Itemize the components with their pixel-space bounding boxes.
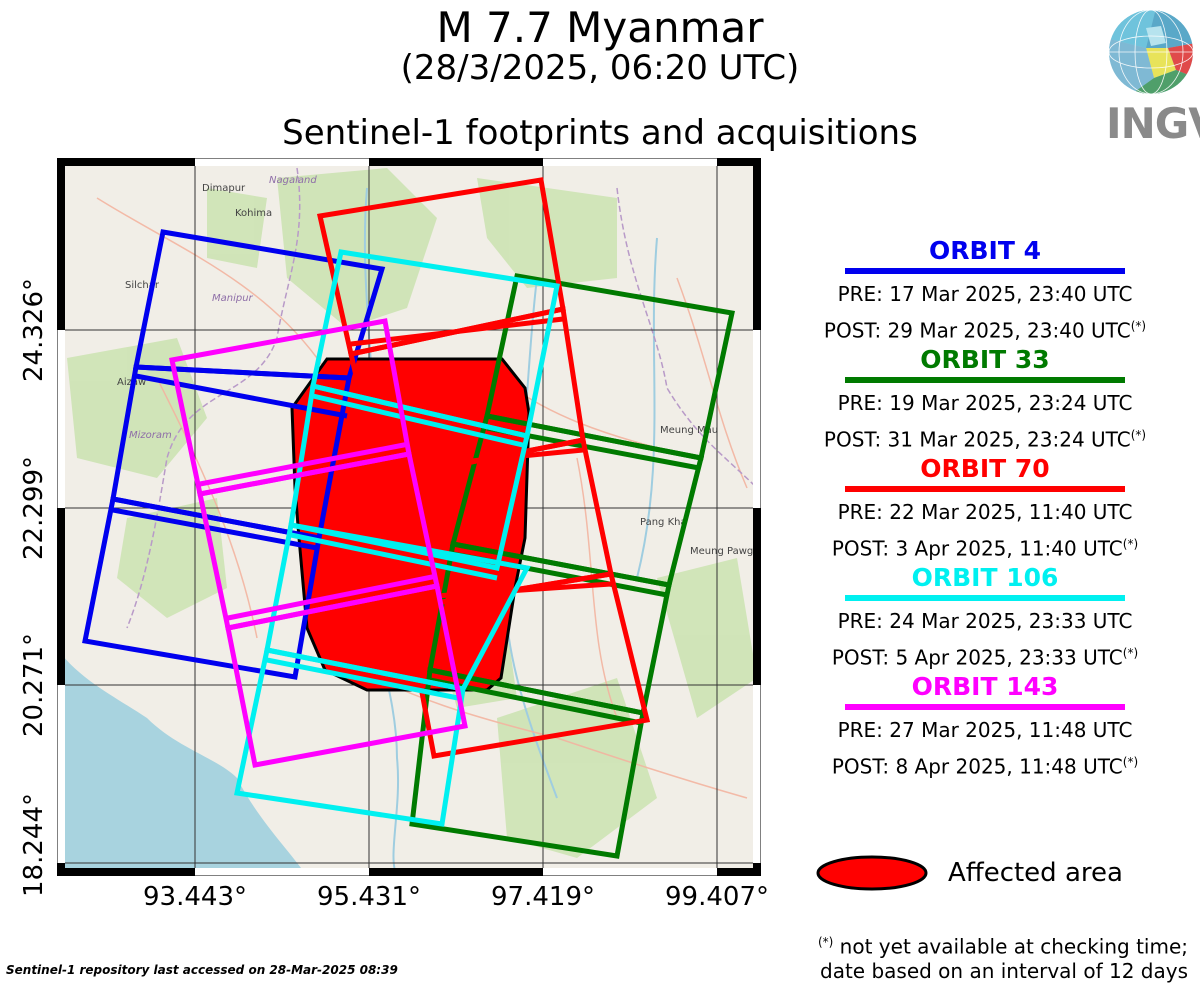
- event-datetime: (28/3/2025, 06:20 UTC): [400, 48, 800, 88]
- legend-orbit-143[interactable]: ORBIT 143 PRE: 27 Mar 2025, 11:48 UTC PO…: [790, 672, 1180, 781]
- footnote-marker: (*): [1122, 646, 1139, 660]
- footnote-line-2: date based on an interval of 12 days: [820, 958, 1188, 983]
- affected-area-swatch: [816, 855, 928, 891]
- label-dimapur: Dimapur: [202, 183, 246, 194]
- orbit-post-line: POST: 8 Apr 2025, 11:48 UTC(*): [790, 746, 1180, 783]
- orbit-color-bar: [845, 377, 1125, 383]
- footnote-marker: (*): [1130, 319, 1147, 333]
- orbit-pre-date: PRE: 22 Mar 2025, 11:40 UTC: [837, 500, 1133, 524]
- ingv-logo-text: INGV: [1106, 99, 1200, 148]
- orbit-post-line: POST: 29 Mar 2025, 23:40 UTC(*): [790, 310, 1180, 347]
- orbit-143-footprint[interactable]: [169, 318, 468, 768]
- orbit-legend: ORBIT 4 PRE: 17 Mar 2025, 23:40 UTC POST…: [790, 236, 1180, 781]
- orbit-name: ORBIT 4: [928, 236, 1041, 265]
- orbit-name: ORBIT 143: [911, 672, 1059, 701]
- legend-orbit-106[interactable]: ORBIT 106 PRE: 24 Mar 2025, 23:33 UTC PO…: [790, 563, 1180, 672]
- map-title: Sentinel-1 footprints and acquisitions: [282, 113, 918, 153]
- lat-label-4: 18.244°: [19, 793, 50, 897]
- lat-label-2: 22.299°: [19, 456, 50, 560]
- orbit-106-footprint[interactable]: [234, 249, 560, 827]
- orbit-post-date: POST: 31 Mar 2025, 23:24 UTC: [823, 427, 1131, 452]
- footnote-line-1: (*) not yet available at checking time;: [817, 934, 1188, 959]
- orbit-name: ORBIT 70: [920, 454, 1050, 483]
- globe-icon: [1108, 9, 1194, 95]
- orbit-color-bar: [845, 486, 1125, 492]
- lon-label-4: 99.407°: [665, 882, 769, 912]
- label-pang-kha: Pang Kha: [640, 517, 687, 528]
- orbit-pre-date: PRE: 17 Mar 2025, 23:40 UTC: [837, 282, 1133, 306]
- footnote-marker: (*): [1122, 537, 1139, 551]
- lon-label-1: 93.443°: [143, 882, 247, 912]
- footnote-marker: (*): [1122, 755, 1139, 769]
- ingv-logo: INGV: [1106, 8, 1200, 148]
- footnote: (*) not yet available at checking time; …: [748, 930, 1188, 983]
- affected-area-legend: Affected area: [815, 852, 1195, 898]
- orbit-post-line: POST: 3 Apr 2025, 11:40 UTC(*): [790, 528, 1180, 565]
- sea-area: [57, 648, 307, 876]
- orbit-post-date: POST: 3 Apr 2025, 11:40 UTC: [831, 536, 1123, 561]
- orbit-pre-date: PRE: 24 Mar 2025, 23:33 UTC: [837, 609, 1133, 633]
- legend-orbit-4[interactable]: ORBIT 4 PRE: 17 Mar 2025, 23:40 UTC POST…: [790, 236, 1180, 345]
- orbit-post-line: POST: 5 Apr 2025, 23:33 UTC(*): [790, 637, 1180, 674]
- page-title: M 7.7 Myanmar: [436, 3, 764, 52]
- legend-orbit-33[interactable]: ORBIT 33 PRE: 19 Mar 2025, 23:24 UTC POS…: [790, 345, 1180, 454]
- lat-label-3: 20.271°: [19, 633, 50, 737]
- lon-label-3: 97.419°: [491, 882, 595, 912]
- repository-access-note: Sentinel-1 repository last accessed on 2…: [6, 963, 398, 977]
- orbit-pre-date: PRE: 27 Mar 2025, 11:48 UTC: [837, 718, 1133, 742]
- label-mizoram: Mizoram: [129, 430, 172, 441]
- map-border: [57, 158, 761, 876]
- lat-label-1: 24.326°: [19, 278, 50, 382]
- label-nagaland: Nagaland: [269, 175, 317, 186]
- affected-area-label: Affected area: [948, 858, 1123, 888]
- orbit-pre-date: PRE: 19 Mar 2025, 23:24 UTC: [837, 391, 1133, 415]
- footnote-marker: (*): [817, 935, 834, 949]
- label-meung-mau: Meung Mau: [660, 425, 718, 436]
- orbit-post-line: POST: 31 Mar 2025, 23:24 UTC(*): [790, 419, 1180, 456]
- lon-label-2: 95.431°: [317, 882, 421, 912]
- orbit-4-footprint[interactable]: [82, 229, 386, 680]
- orbit-name: ORBIT 106: [911, 563, 1059, 592]
- orbit-post-date: POST: 8 Apr 2025, 11:48 UTC: [831, 754, 1123, 779]
- legend-orbit-70[interactable]: ORBIT 70 PRE: 22 Mar 2025, 11:40 UTC POS…: [790, 454, 1180, 563]
- footnote-marker: (*): [1130, 428, 1147, 442]
- label-silchar: Silchar: [125, 280, 160, 291]
- map[interactable]: Dimapur Nagaland Kohima Manipur Silchar …: [57, 158, 761, 876]
- orbit-post-date: POST: 5 Apr 2025, 23:33 UTC: [831, 645, 1123, 670]
- orbit-color-bar: [845, 268, 1125, 274]
- orbit-post-date: POST: 29 Mar 2025, 23:40 UTC: [823, 318, 1131, 343]
- label-manipur: Manipur: [212, 293, 254, 304]
- label-meung-pawg: Meung Pawg: [690, 546, 753, 557]
- label-kohima: Kohima: [235, 208, 272, 219]
- orbit-color-bar: [845, 704, 1125, 710]
- orbit-color-bar: [845, 595, 1125, 601]
- orbit-name: ORBIT 33: [920, 345, 1050, 374]
